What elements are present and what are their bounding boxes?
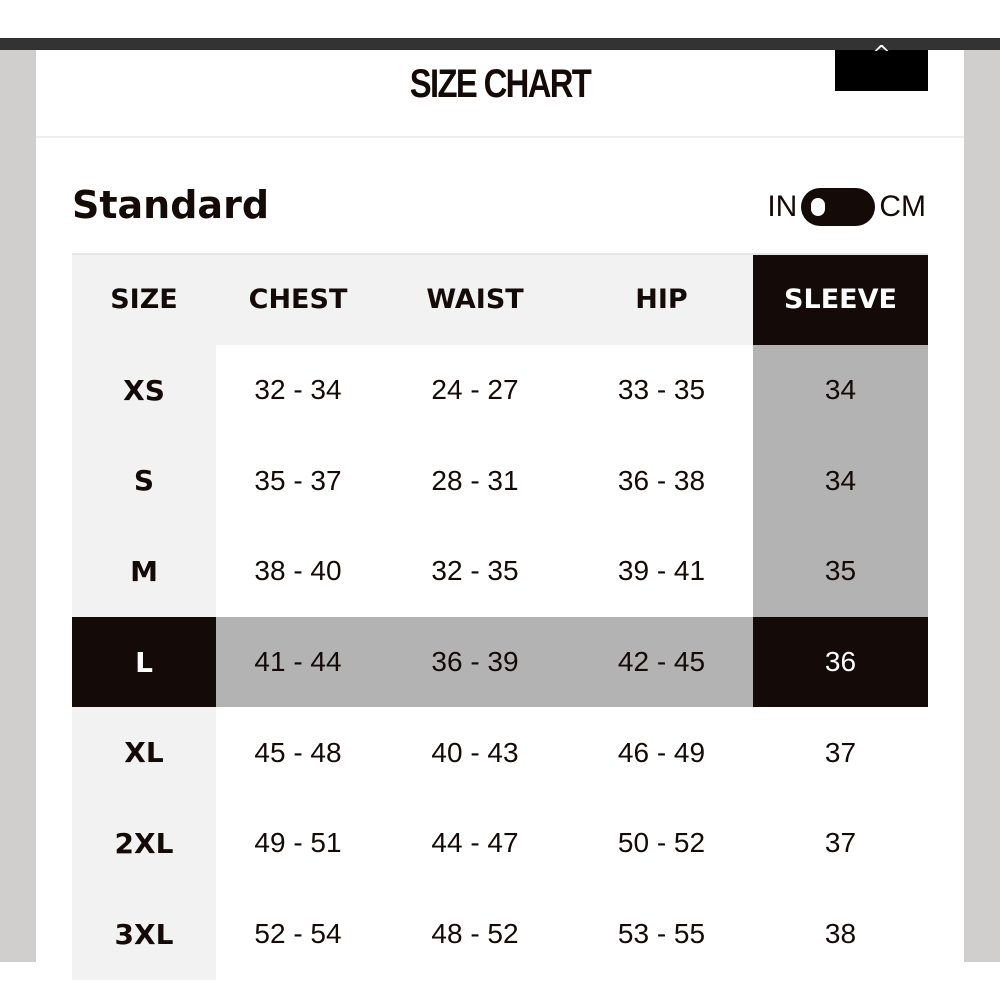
table-cell: 35 - 37 — [254, 464, 342, 496]
unit-toggle[interactable] — [801, 188, 876, 226]
table-row: 2XL 49 - 51 44 - 47 50 - 52 37 — [72, 798, 928, 889]
backdrop-left — [0, 50, 36, 962]
column-header-hip: HIP — [570, 254, 753, 345]
size-cell: S — [72, 435, 216, 527]
unit-toggle-group: IN CM — [767, 188, 926, 226]
size-cell: 3XL — [72, 888, 216, 980]
column-header-chest: CHEST — [216, 254, 380, 345]
table-cell: 28 - 31 — [431, 464, 519, 496]
size-cell: L — [72, 616, 216, 708]
column-header-sleeve: SLEEVE — [753, 254, 928, 345]
modal-title: SIZE CHART — [409, 62, 592, 106]
table-cell: 36 - 38 — [617, 464, 706, 496]
table-cell: 49 - 51 — [254, 827, 342, 859]
size-cell: M — [72, 526, 216, 617]
section-title: Standard — [72, 183, 270, 227]
column-header-size: SIZE — [72, 254, 216, 345]
header-divider — [36, 136, 964, 138]
table-cell: 40 - 43 — [431, 736, 519, 768]
table-cell: 38 — [753, 888, 928, 980]
table-cell: 45 - 48 — [254, 736, 342, 768]
table-cell: 38 - 40 — [254, 555, 342, 587]
close-button[interactable]: ^ — [835, 44, 928, 91]
table-cell: 50 - 52 — [617, 827, 706, 859]
unit-cm-label[interactable]: CM — [879, 190, 926, 223]
table-row: S 35 - 37 28 - 31 36 - 38 34 — [72, 435, 928, 527]
top-bar — [0, 38, 1000, 50]
table-cell: 53 - 55 — [617, 918, 706, 950]
table-cell: 32 - 35 — [431, 555, 519, 587]
table-row: 3XL 52 - 54 48 - 52 53 - 55 38 — [72, 888, 928, 980]
table-cell: 35 — [753, 526, 928, 617]
table-cell: 33 - 35 — [617, 374, 706, 406]
table-cell: 42 - 45 — [570, 616, 753, 708]
size-cell: 2XL — [72, 798, 216, 889]
table-cell: 36 — [753, 616, 928, 708]
size-cell: XS — [72, 344, 216, 436]
table-cell: 41 - 44 — [216, 616, 380, 708]
table-cell: 37 — [753, 707, 928, 799]
size-table: SIZE CHEST WAIST HIP SLEEVE XS 32 - 34 24 - 27… — [72, 253, 928, 980]
table-cell: 46 - 49 — [617, 736, 706, 768]
table-cell: 37 — [753, 798, 928, 889]
table-cell: 44 - 47 — [431, 827, 519, 859]
backdrop-right — [964, 50, 1000, 962]
size-chart-modal: SIZE CHART ^ Standard IN CM SIZE CHEST WAI… — [36, 44, 964, 980]
table-row: L 41 - 44 36 - 39 42 - 45 36 — [72, 616, 928, 708]
table-row: XL 45 - 48 40 - 43 46 - 49 37 — [72, 707, 928, 799]
table-cell: 52 - 54 — [254, 918, 342, 950]
table-row: M 38 - 40 32 - 35 39 - 41 35 — [72, 526, 928, 617]
size-cell: XL — [72, 707, 216, 799]
table-cell: 34 — [753, 344, 928, 436]
table-cell: 39 - 41 — [617, 555, 706, 587]
table-cell: 36 - 39 — [380, 616, 570, 708]
table-cell: 48 - 52 — [431, 918, 519, 950]
column-header-waist: WAIST — [380, 254, 570, 345]
table-cell: 34 — [753, 435, 928, 527]
unit-in-label[interactable]: IN — [767, 190, 798, 223]
table-cell: 32 - 34 — [254, 374, 342, 406]
chevron-up-icon: ^ — [872, 42, 891, 67]
table-cell: 24 - 27 — [431, 374, 519, 406]
table-row: XS 32 - 34 24 - 27 33 - 35 34 — [72, 344, 928, 436]
